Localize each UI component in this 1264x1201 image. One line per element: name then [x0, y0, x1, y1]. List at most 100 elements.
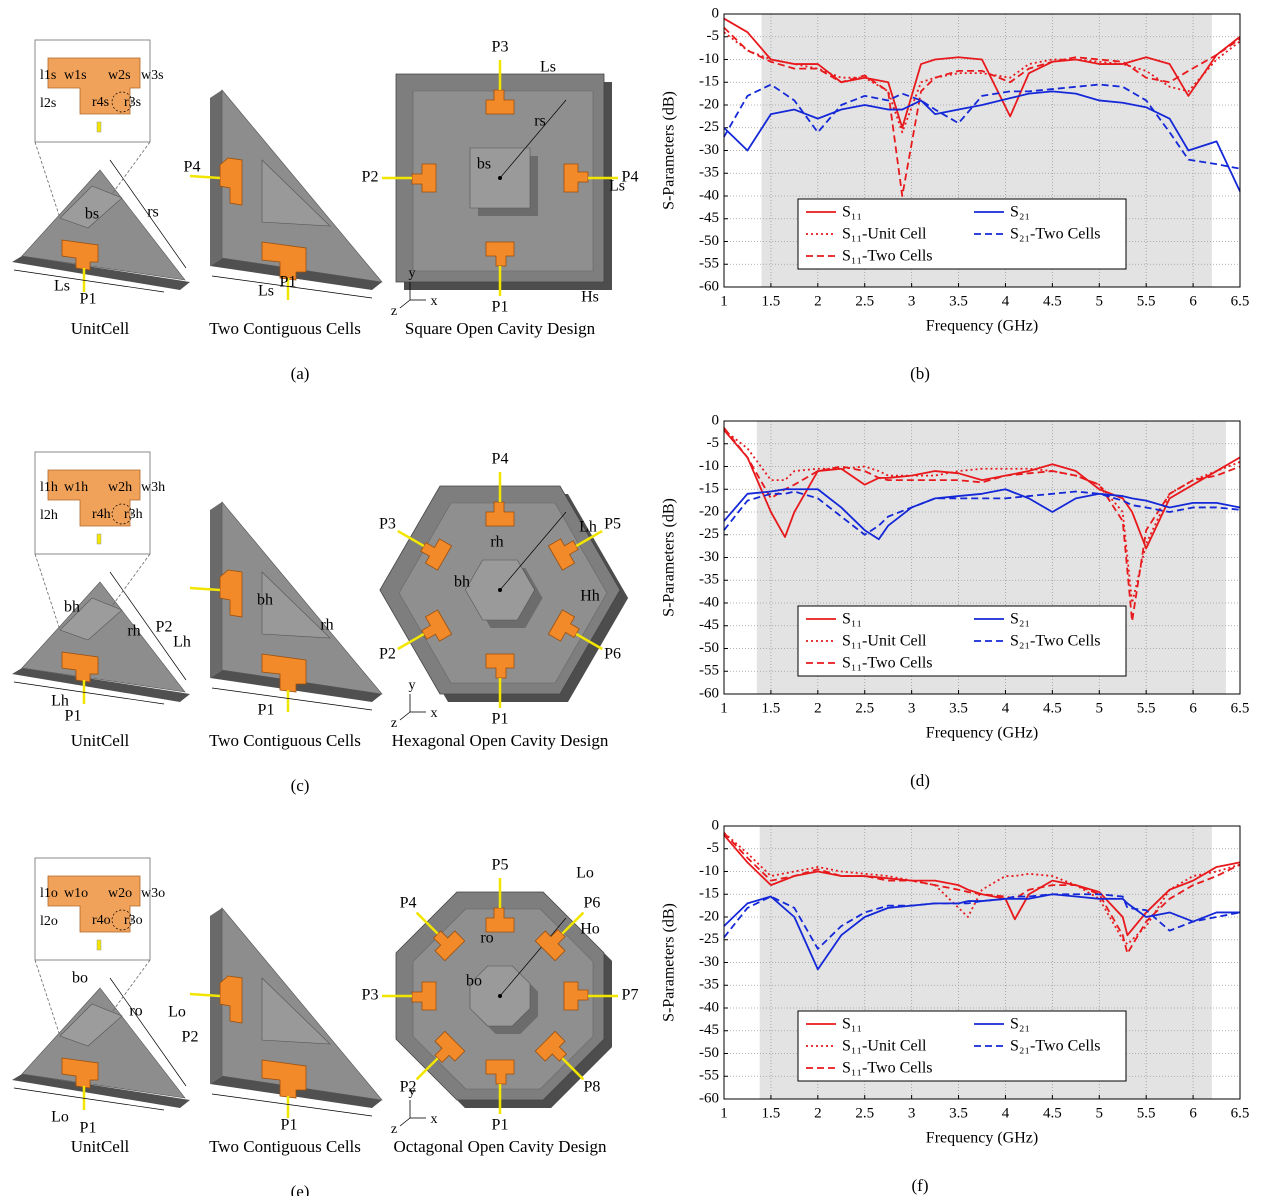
inset-label: l1s: [40, 68, 56, 83]
y-tick-label: -20: [699, 96, 719, 112]
y-tick-label: -45: [699, 210, 719, 226]
y-tick-label: 0: [712, 817, 720, 833]
y-tick-label: -20: [699, 503, 719, 519]
dimension-label: bo: [466, 973, 482, 990]
legend-label: S₂₁-Two Cells: [1010, 1038, 1100, 1055]
axis-letter: z: [391, 304, 397, 319]
dimension-label: rh: [127, 623, 140, 640]
zoom-line: [112, 554, 150, 606]
port-label: P2: [362, 169, 379, 186]
inset-label: w2o: [108, 886, 132, 901]
inset-feed: [97, 534, 101, 544]
dimension-label: P4: [184, 159, 201, 176]
dimension-label: Lh: [579, 519, 597, 536]
x-tick-label: 6: [1189, 700, 1197, 716]
dimension-label: rh: [490, 534, 503, 551]
dimension-label: rs: [147, 204, 159, 221]
inset-label: w3h: [141, 480, 165, 495]
dimension-label: bh: [64, 599, 80, 616]
dimension-label: Hh: [580, 588, 600, 605]
legend-label: S₁₁: [842, 204, 862, 221]
x-tick-label: 6.5: [1231, 293, 1250, 309]
axis-letter: z: [391, 1122, 397, 1137]
inset-label: l2o: [40, 914, 58, 929]
dimension-label: P1: [65, 708, 82, 725]
port-label: P5: [604, 516, 621, 533]
dimension-label: Lh: [173, 634, 191, 651]
y-tick-label: 0: [712, 5, 720, 21]
x-tick-label: 4.5: [1043, 700, 1062, 716]
inset-label: l2s: [40, 96, 56, 111]
inset-feed: [97, 940, 101, 950]
port-label: P4: [492, 451, 509, 468]
x-tick-label: 5: [1096, 1105, 1104, 1121]
dimension-label: rh: [320, 617, 333, 634]
axis-letter: y: [409, 266, 416, 281]
y-tick-label: -40: [699, 999, 719, 1015]
x-tick-label: 5: [1096, 293, 1104, 309]
panel-caption: (f): [912, 1176, 929, 1195]
y-tick-label: -5: [707, 840, 720, 856]
dimension-label: rs: [534, 113, 546, 130]
y-tick-label: -5: [707, 28, 720, 44]
sub-caption: UnitCell: [71, 731, 130, 750]
x-tick-label: 3.5: [949, 293, 968, 309]
dimension-label: P1: [80, 291, 97, 308]
legend-label: S₂₁-Two Cells: [1010, 633, 1100, 650]
y-tick-label: -40: [699, 187, 719, 203]
y-tick-label: -10: [699, 863, 719, 879]
dimension-label: Ho: [580, 921, 600, 938]
inset-label: r4s: [92, 95, 109, 110]
inset-label: r3h: [124, 507, 143, 522]
inner-prism: [262, 978, 330, 1044]
sub-caption: Octagonal Open Cavity Design: [394, 1137, 607, 1156]
y-tick-label: -10: [699, 458, 719, 474]
inset-label: r4o: [92, 913, 111, 928]
axis-letter: y: [409, 678, 416, 693]
dimension-label: Ls: [54, 278, 70, 295]
y-tick-label: -45: [699, 1022, 719, 1038]
legend-label: S₂₁: [1010, 611, 1030, 628]
port-label: P8: [583, 1079, 600, 1096]
x-tick-label: 3: [908, 1105, 916, 1121]
legend-label: S₁₁: [842, 611, 862, 628]
port-label: P5: [492, 857, 509, 874]
dimension-label: Lo: [168, 1004, 186, 1021]
y-tick-label: -55: [699, 1068, 719, 1084]
zoom-line: [35, 554, 60, 630]
page: -60-55-50-45-40-35-30-25-20-15-10-5011.5…: [0, 0, 1264, 1196]
y-tick-label: -30: [699, 142, 719, 158]
legend-label: S₁₁: [842, 1016, 862, 1033]
inset-label: w2s: [108, 68, 131, 83]
legend-label: S₁₁-Two Cells: [842, 655, 932, 672]
sub-caption: Hexagonal Open Cavity Design: [392, 731, 609, 750]
panel-caption: (b): [910, 364, 930, 383]
x-tick-label: 6: [1189, 1105, 1197, 1121]
zoom-line: [35, 960, 60, 1036]
axis-glyph: [400, 1118, 410, 1126]
x-tick-label: 1.5: [762, 293, 781, 309]
port-label: P1: [492, 1117, 509, 1134]
dimension-label: bh: [454, 574, 470, 591]
x-tick-label: 3: [908, 700, 916, 716]
x-tick-label: 6: [1189, 293, 1197, 309]
y-tick-label: -60: [699, 685, 719, 701]
y-tick-label: -5: [707, 435, 720, 451]
y-tick-label: -25: [699, 526, 719, 542]
x-tick-label: 1: [720, 1105, 728, 1121]
dimension-label: Lo: [576, 865, 594, 882]
port-label: P2: [379, 646, 396, 663]
axis-letter: x: [431, 706, 438, 721]
y-tick-label: -55: [699, 256, 719, 272]
y-tick-label: -10: [699, 51, 719, 67]
x-tick-label: 1.5: [762, 700, 781, 716]
legend-label: S₁₁-Two Cells: [842, 248, 932, 265]
y-axis-label: S-Parameters (dB): [661, 91, 678, 210]
y-tick-label: -35: [699, 572, 719, 588]
dimension-label: bs: [477, 156, 491, 173]
x-tick-label: 1.5: [762, 1105, 781, 1121]
x-axis-label: Frequency (GHz): [926, 318, 1038, 335]
